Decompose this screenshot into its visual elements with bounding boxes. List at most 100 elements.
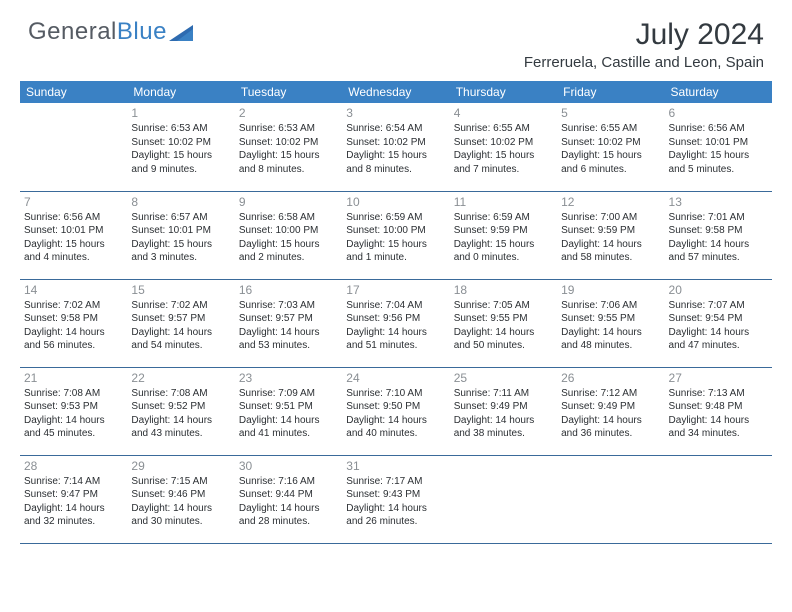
day-number: 22: [131, 370, 230, 386]
calendar-cell: 6Sunrise: 6:56 AMSunset: 10:01 PMDayligh…: [665, 103, 772, 191]
day-detail: Sunrise: 7:11 AMSunset: 9:49 PMDaylight:…: [454, 387, 553, 441]
logo-text-2: Blue: [117, 18, 167, 46]
day-detail: Sunrise: 7:16 AMSunset: 9:44 PMDaylight:…: [239, 475, 338, 529]
weekday-header-row: Sunday Monday Tuesday Wednesday Thursday…: [20, 81, 772, 103]
day-number: 21: [24, 370, 123, 386]
calendar-cell: 28Sunrise: 7:14 AMSunset: 9:47 PMDayligh…: [20, 455, 127, 543]
day-detail: Sunrise: 7:09 AMSunset: 9:51 PMDaylight:…: [239, 387, 338, 441]
day-detail: Sunrise: 7:03 AMSunset: 9:57 PMDaylight:…: [239, 299, 338, 353]
calendar-cell: 4Sunrise: 6:55 AMSunset: 10:02 PMDayligh…: [450, 103, 557, 191]
day-number: 10: [346, 194, 445, 210]
day-detail: Sunrise: 6:56 AMSunset: 10:01 PMDaylight…: [24, 211, 123, 265]
logo-text-1: General: [28, 18, 117, 46]
day-number: 4: [454, 105, 553, 121]
day-detail: Sunrise: 7:17 AMSunset: 9:43 PMDaylight:…: [346, 475, 445, 529]
page-title: July 2024: [524, 18, 764, 52]
calendar-row: 7Sunrise: 6:56 AMSunset: 10:01 PMDayligh…: [20, 191, 772, 279]
day-detail: Sunrise: 7:15 AMSunset: 9:46 PMDaylight:…: [131, 475, 230, 529]
calendar-cell: 11Sunrise: 6:59 AMSunset: 9:59 PMDayligh…: [450, 191, 557, 279]
calendar-row: 14Sunrise: 7:02 AMSunset: 9:58 PMDayligh…: [20, 279, 772, 367]
calendar-cell: 31Sunrise: 7:17 AMSunset: 9:43 PMDayligh…: [342, 455, 449, 543]
calendar-cell: 19Sunrise: 7:06 AMSunset: 9:55 PMDayligh…: [557, 279, 664, 367]
location-subtitle: Ferreruela, Castille and Leon, Spain: [524, 54, 764, 71]
day-detail: Sunrise: 7:10 AMSunset: 9:50 PMDaylight:…: [346, 387, 445, 441]
day-detail: Sunrise: 6:56 AMSunset: 10:01 PMDaylight…: [669, 122, 768, 176]
day-number: 7: [24, 194, 123, 210]
calendar-cell: 2Sunrise: 6:53 AMSunset: 10:02 PMDayligh…: [235, 103, 342, 191]
weekday-header: Friday: [557, 81, 664, 103]
logo: GeneralBlue: [28, 18, 197, 46]
calendar-cell: 24Sunrise: 7:10 AMSunset: 9:50 PMDayligh…: [342, 367, 449, 455]
day-number: 26: [561, 370, 660, 386]
calendar-row: 28Sunrise: 7:14 AMSunset: 9:47 PMDayligh…: [20, 455, 772, 543]
day-detail: Sunrise: 7:07 AMSunset: 9:54 PMDaylight:…: [669, 299, 768, 353]
day-detail: Sunrise: 7:14 AMSunset: 9:47 PMDaylight:…: [24, 475, 123, 529]
calendar-cell: 15Sunrise: 7:02 AMSunset: 9:57 PMDayligh…: [127, 279, 234, 367]
calendar-cell: 9Sunrise: 6:58 AMSunset: 10:00 PMDayligh…: [235, 191, 342, 279]
calendar-row: 1Sunrise: 6:53 AMSunset: 10:02 PMDayligh…: [20, 103, 772, 191]
day-number: 29: [131, 458, 230, 474]
day-detail: Sunrise: 6:57 AMSunset: 10:01 PMDaylight…: [131, 211, 230, 265]
calendar-cell: 20Sunrise: 7:07 AMSunset: 9:54 PMDayligh…: [665, 279, 772, 367]
day-number: 11: [454, 194, 553, 210]
weekday-header: Sunday: [20, 81, 127, 103]
calendar-cell: 5Sunrise: 6:55 AMSunset: 10:02 PMDayligh…: [557, 103, 664, 191]
calendar-cell: 27Sunrise: 7:13 AMSunset: 9:48 PMDayligh…: [665, 367, 772, 455]
calendar-cell: 7Sunrise: 6:56 AMSunset: 10:01 PMDayligh…: [20, 191, 127, 279]
calendar-cell: 1Sunrise: 6:53 AMSunset: 10:02 PMDayligh…: [127, 103, 234, 191]
day-number: 2: [239, 105, 338, 121]
day-number: 3: [346, 105, 445, 121]
calendar-cell: 18Sunrise: 7:05 AMSunset: 9:55 PMDayligh…: [450, 279, 557, 367]
day-detail: Sunrise: 6:58 AMSunset: 10:00 PMDaylight…: [239, 211, 338, 265]
calendar-cell: 10Sunrise: 6:59 AMSunset: 10:00 PMDaylig…: [342, 191, 449, 279]
day-number: 16: [239, 282, 338, 298]
calendar-cell: 3Sunrise: 6:54 AMSunset: 10:02 PMDayligh…: [342, 103, 449, 191]
day-number: 28: [24, 458, 123, 474]
header: GeneralBlue July 2024 Ferreruela, Castil…: [0, 0, 792, 75]
day-detail: Sunrise: 6:53 AMSunset: 10:02 PMDaylight…: [239, 122, 338, 176]
calendar-cell: [665, 455, 772, 543]
calendar-cell: 17Sunrise: 7:04 AMSunset: 9:56 PMDayligh…: [342, 279, 449, 367]
day-number: 23: [239, 370, 338, 386]
calendar-cell: [20, 103, 127, 191]
day-number: 25: [454, 370, 553, 386]
day-detail: Sunrise: 6:54 AMSunset: 10:02 PMDaylight…: [346, 122, 445, 176]
day-number: 15: [131, 282, 230, 298]
logo-triangle-icon: [169, 23, 197, 43]
calendar-cell: [557, 455, 664, 543]
calendar-cell: 29Sunrise: 7:15 AMSunset: 9:46 PMDayligh…: [127, 455, 234, 543]
calendar-cell: 21Sunrise: 7:08 AMSunset: 9:53 PMDayligh…: [20, 367, 127, 455]
day-number: 30: [239, 458, 338, 474]
calendar-cell: 16Sunrise: 7:03 AMSunset: 9:57 PMDayligh…: [235, 279, 342, 367]
day-detail: Sunrise: 6:59 AMSunset: 9:59 PMDaylight:…: [454, 211, 553, 265]
day-number: 5: [561, 105, 660, 121]
day-number: 20: [669, 282, 768, 298]
day-number: 24: [346, 370, 445, 386]
day-number: 17: [346, 282, 445, 298]
day-detail: Sunrise: 7:02 AMSunset: 9:57 PMDaylight:…: [131, 299, 230, 353]
day-detail: Sunrise: 7:08 AMSunset: 9:52 PMDaylight:…: [131, 387, 230, 441]
day-detail: Sunrise: 7:00 AMSunset: 9:59 PMDaylight:…: [561, 211, 660, 265]
weekday-header: Saturday: [665, 81, 772, 103]
day-number: 12: [561, 194, 660, 210]
day-number: 31: [346, 458, 445, 474]
day-number: 19: [561, 282, 660, 298]
calendar-cell: 22Sunrise: 7:08 AMSunset: 9:52 PMDayligh…: [127, 367, 234, 455]
title-block: July 2024 Ferreruela, Castille and Leon,…: [524, 18, 764, 71]
day-number: 6: [669, 105, 768, 121]
day-number: 14: [24, 282, 123, 298]
calendar-table: Sunday Monday Tuesday Wednesday Thursday…: [20, 81, 772, 544]
day-number: 13: [669, 194, 768, 210]
weekday-header: Thursday: [450, 81, 557, 103]
weekday-header: Wednesday: [342, 81, 449, 103]
weekday-header: Tuesday: [235, 81, 342, 103]
calendar-cell: 30Sunrise: 7:16 AMSunset: 9:44 PMDayligh…: [235, 455, 342, 543]
day-number: 27: [669, 370, 768, 386]
day-detail: Sunrise: 7:13 AMSunset: 9:48 PMDaylight:…: [669, 387, 768, 441]
day-detail: Sunrise: 6:59 AMSunset: 10:00 PMDaylight…: [346, 211, 445, 265]
calendar-cell: 13Sunrise: 7:01 AMSunset: 9:58 PMDayligh…: [665, 191, 772, 279]
day-detail: Sunrise: 7:08 AMSunset: 9:53 PMDaylight:…: [24, 387, 123, 441]
day-detail: Sunrise: 6:53 AMSunset: 10:02 PMDaylight…: [131, 122, 230, 176]
day-number: 9: [239, 194, 338, 210]
weekday-header: Monday: [127, 81, 234, 103]
